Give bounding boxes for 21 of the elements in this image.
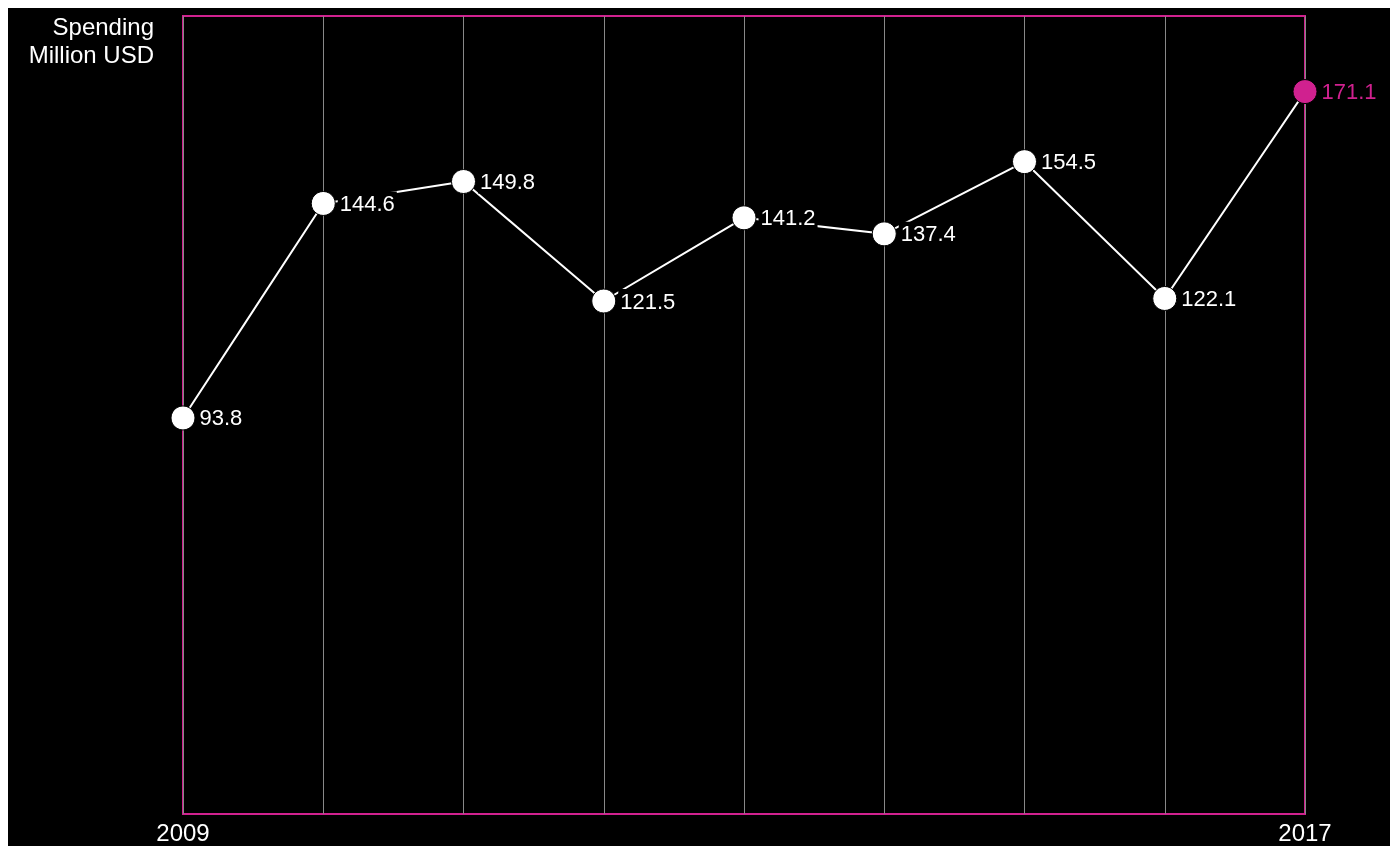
point [731,205,757,231]
data-label: 121.5 [620,288,676,314]
point [310,190,336,216]
data-label: 149.8 [480,169,536,195]
data-label: 154.5 [1041,149,1097,175]
data-label: 137.4 [900,221,956,247]
point [1292,79,1318,105]
point [451,169,476,194]
point [1012,149,1037,175]
x-tick-label: 2009 [156,818,210,846]
point [591,288,617,314]
point [170,405,196,431]
data-label: 93.8 [199,405,243,431]
y-axis-title: Spending Million USD [28,12,154,68]
data-label: 171.1 [1321,79,1377,105]
point [1152,285,1178,311]
x-tick-label: 2017 [1278,818,1332,846]
data-label: 141.2 [760,205,816,231]
point [871,221,897,247]
data-label: 144.6 [339,190,395,216]
data-label: 122.1 [1181,285,1237,311]
